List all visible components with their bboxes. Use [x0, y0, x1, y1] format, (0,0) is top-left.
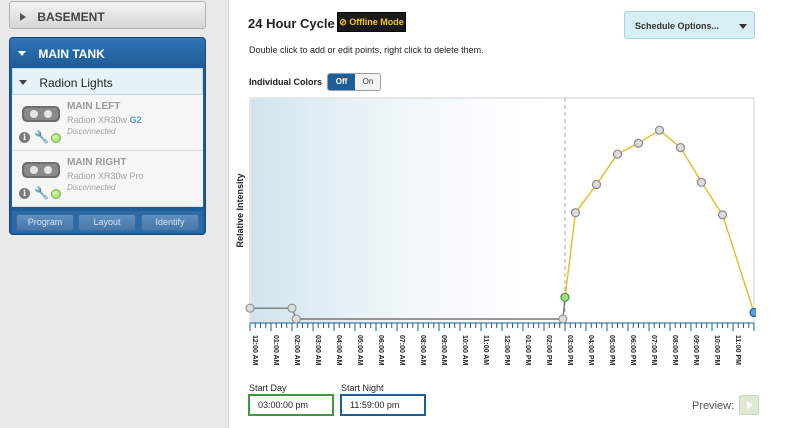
night-point — [245, 303, 255, 313]
day-point — [675, 142, 686, 153]
x-tick-label: 10:00 AM — [461, 335, 468, 366]
intensity-chart[interactable]: Relative Intensity 12:00 AM 01:00 AM 02:00 … — [234, 96, 756, 376]
x-tick-label: 08:00 PM — [671, 335, 678, 366]
x-tick-label: 12:00 AM — [755, 335, 756, 366]
tank-button-bar: Program Layout Identify — [12, 211, 203, 233]
x-tick-label: 09:00 PM — [692, 335, 699, 366]
device-status: Disconnected — [67, 183, 116, 192]
radion-lights-group-header[interactable]: Radion Lights — [12, 68, 203, 95]
x-tick-label: 07:00 AM — [398, 335, 405, 366]
start-day-input[interactable] — [248, 394, 334, 416]
x-tick-label: 06:00 AM — [377, 335, 384, 366]
individual-colors-label: Individual Colors — [249, 77, 323, 87]
page-title: 24 Hour Cycle — [248, 16, 335, 31]
day-point — [696, 177, 707, 187]
offline-label: Offline Mode — [349, 17, 404, 27]
x-tick-label: 04:00 AM — [335, 335, 342, 366]
x-tick-label: 10:00 PM — [713, 335, 720, 366]
device-model: Radion XR30w Pro — [67, 171, 144, 181]
individual-colors-toggle[interactable]: Off On — [327, 73, 381, 91]
chevron-right-icon — [20, 13, 26, 21]
day-point — [654, 125, 665, 135]
x-tick-label: 05:00 AM — [356, 335, 363, 366]
day-point — [633, 138, 644, 148]
night-point — [558, 314, 568, 324]
schedule-options-dropdown[interactable]: Schedule Options... — [624, 11, 755, 39]
toggle-on-option[interactable]: On — [355, 74, 380, 90]
x-tick-label: 11:00 PM — [734, 335, 741, 365]
radion-light-image — [22, 106, 60, 122]
x-tick-label: 06:00 PM — [629, 335, 636, 366]
night-start-point — [749, 307, 756, 318]
device-main-left[interactable]: MAIN LEFT Radion XR30w G2 Disconnected i… — [12, 95, 203, 151]
preview-play-button[interactable] — [739, 395, 759, 415]
night-point — [291, 314, 301, 324]
basement-label: BASEMENT — [37, 10, 105, 24]
night-shade — [251, 99, 565, 323]
program-button[interactable]: Program — [16, 214, 74, 231]
start-night-input[interactable] — [340, 394, 426, 416]
offline-mode-badge: ⊘ Offline Mode — [337, 12, 406, 32]
day-point — [717, 210, 728, 220]
x-tick-label: 07:00 PM — [650, 335, 657, 366]
device-actions: i 🔧 — [19, 186, 69, 200]
x-tick-label: 11:00 AM — [482, 335, 489, 365]
device-model: Radion XR30w G2 — [67, 115, 142, 125]
device-actions: i 🔧 — [19, 130, 69, 144]
device-name: MAIN LEFT — [67, 101, 121, 112]
day-series-line — [564, 129, 755, 313]
status-dot-icon — [51, 133, 61, 143]
wrench-icon[interactable]: 🔧 — [34, 130, 49, 144]
offline-icon: ⊘ — [339, 17, 347, 27]
device-model-suffix: G2 — [129, 115, 142, 125]
night-point — [287, 303, 297, 313]
start-night-label: Start Night — [341, 383, 384, 393]
x-tick-label: 03:00 PM — [566, 335, 573, 366]
x-tick-label: 01:00 PM — [524, 335, 531, 366]
x-tick-label: 02:00 AM — [293, 335, 300, 366]
x-tick-label: 03:00 AM — [314, 335, 321, 366]
info-icon[interactable]: i — [19, 188, 30, 199]
caret-down-icon — [739, 24, 747, 29]
x-tick-label: 12:00 PM — [503, 335, 510, 366]
x-tick-label: 02:00 PM — [545, 335, 552, 366]
day-point — [570, 208, 581, 218]
main-tank-panel: MAIN TANK Radion Lights MAIN LEFT Radion… — [9, 37, 206, 235]
x-tick-label: 04:00 PM — [587, 335, 594, 366]
basement-section-header[interactable]: BASEMENT — [9, 1, 206, 29]
device-name: MAIN RIGHT — [67, 157, 127, 168]
x-tick-label: 05:00 PM — [608, 335, 615, 366]
day-point — [591, 179, 602, 190]
radion-lights-label: Radion Lights — [39, 76, 113, 90]
wrench-icon[interactable]: 🔧 — [34, 186, 49, 200]
status-dot-icon — [51, 189, 61, 199]
day-point — [612, 149, 623, 159]
chart-instructions: Double click to add or edit points, righ… — [249, 45, 484, 55]
x-tick-label: 08:00 AM — [419, 335, 426, 366]
info-icon[interactable]: i — [19, 132, 30, 143]
preview-label: Preview: — [692, 400, 735, 412]
device-status: Disconnected — [67, 127, 116, 136]
x-tick-label: 01:00 AM — [272, 335, 279, 366]
device-model-text: Radion XR30w — [67, 115, 128, 125]
identify-button[interactable]: Identify — [141, 214, 199, 231]
main-tank-header[interactable]: MAIN TANK — [10, 38, 205, 67]
start-day-label: Start Day — [249, 383, 287, 393]
x-tick-label: 12:00 AM — [251, 335, 258, 366]
schedule-options-label: Schedule Options... — [635, 21, 720, 31]
y-axis-label: Relative Intensity — [235, 173, 245, 247]
day-start-point — [560, 292, 570, 302]
chevron-down-icon — [18, 51, 26, 56]
main-tank-label: MAIN TANK — [38, 47, 105, 61]
x-tick-label: 09:00 AM — [440, 335, 447, 366]
toggle-off-option[interactable]: Off — [328, 74, 355, 90]
radion-light-image — [22, 162, 60, 178]
chevron-down-icon — [19, 80, 27, 85]
layout-button[interactable]: Layout — [78, 214, 136, 231]
device-main-right[interactable]: MAIN RIGHT Radion XR30w Pro Disconnected… — [12, 151, 203, 207]
